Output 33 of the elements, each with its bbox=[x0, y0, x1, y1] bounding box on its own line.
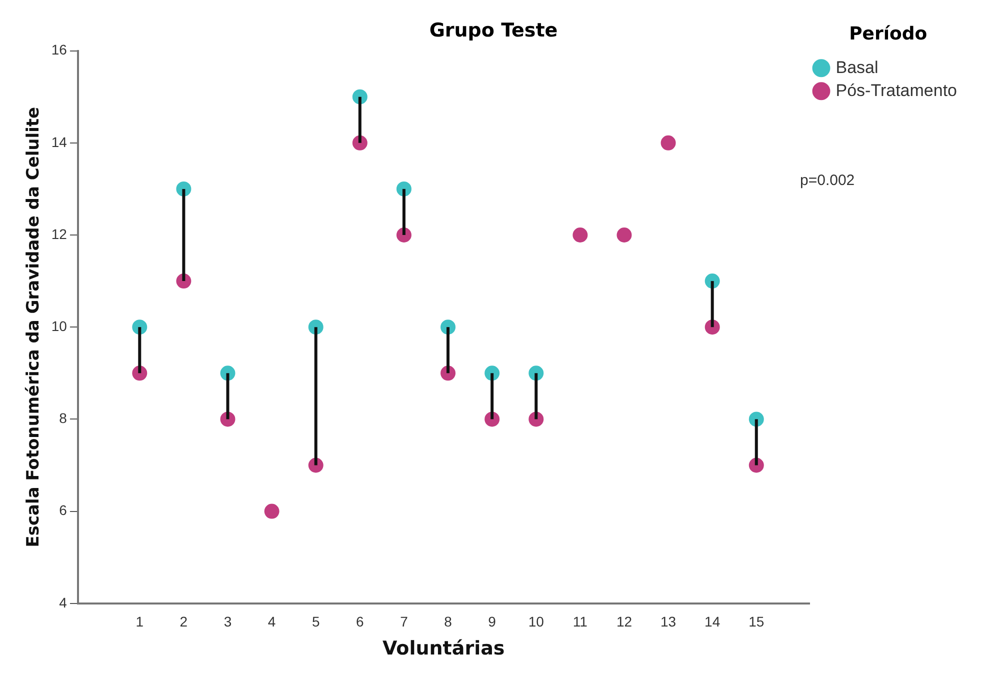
x-tick-label: 9 bbox=[488, 614, 496, 630]
x-tick-label: 7 bbox=[400, 614, 408, 630]
point bbox=[572, 228, 588, 242]
x-tick-label: 2 bbox=[180, 614, 188, 630]
x-tick-label: 10 bbox=[528, 614, 544, 630]
legend-title: Período bbox=[849, 24, 928, 45]
y-axis-title: Escala Fotonumérica da Gravidade da Celulite bbox=[24, 106, 44, 548]
annotation: p=0.002 bbox=[800, 172, 855, 189]
point bbox=[660, 135, 676, 150]
y-tick-label: 10 bbox=[51, 318, 68, 334]
x-tick-label: 1 bbox=[136, 614, 144, 630]
x-tick-label: 8 bbox=[444, 614, 452, 630]
x-tick-label: 14 bbox=[704, 614, 720, 630]
y-tick-label: 4 bbox=[59, 594, 68, 610]
x-tick-label: 12 bbox=[616, 614, 632, 630]
point bbox=[616, 228, 632, 242]
chart-title: Grupo Teste bbox=[429, 19, 558, 42]
point bbox=[264, 504, 280, 519]
x-tick-label: 15 bbox=[748, 614, 764, 630]
x-tick-label: 11 bbox=[572, 614, 588, 630]
y-tick-label: 6 bbox=[59, 502, 68, 518]
x-axis-title: Voluntárias bbox=[382, 638, 505, 660]
x-tick-label: 5 bbox=[312, 614, 320, 630]
x-tick-label: 4 bbox=[268, 614, 276, 630]
y-tick-label: 14 bbox=[51, 134, 68, 150]
x-tick-label: 13 bbox=[660, 614, 676, 630]
x-tick-label: 6 bbox=[356, 614, 364, 630]
y-tick-label: 12 bbox=[51, 226, 68, 242]
x-tick-label: 3 bbox=[224, 614, 232, 630]
legend-label: Pós-Tratamento bbox=[836, 80, 957, 100]
legend-label: Basal bbox=[836, 58, 878, 77]
y-tick-label: 8 bbox=[59, 410, 68, 426]
y-tick-label: 16 bbox=[51, 42, 68, 58]
